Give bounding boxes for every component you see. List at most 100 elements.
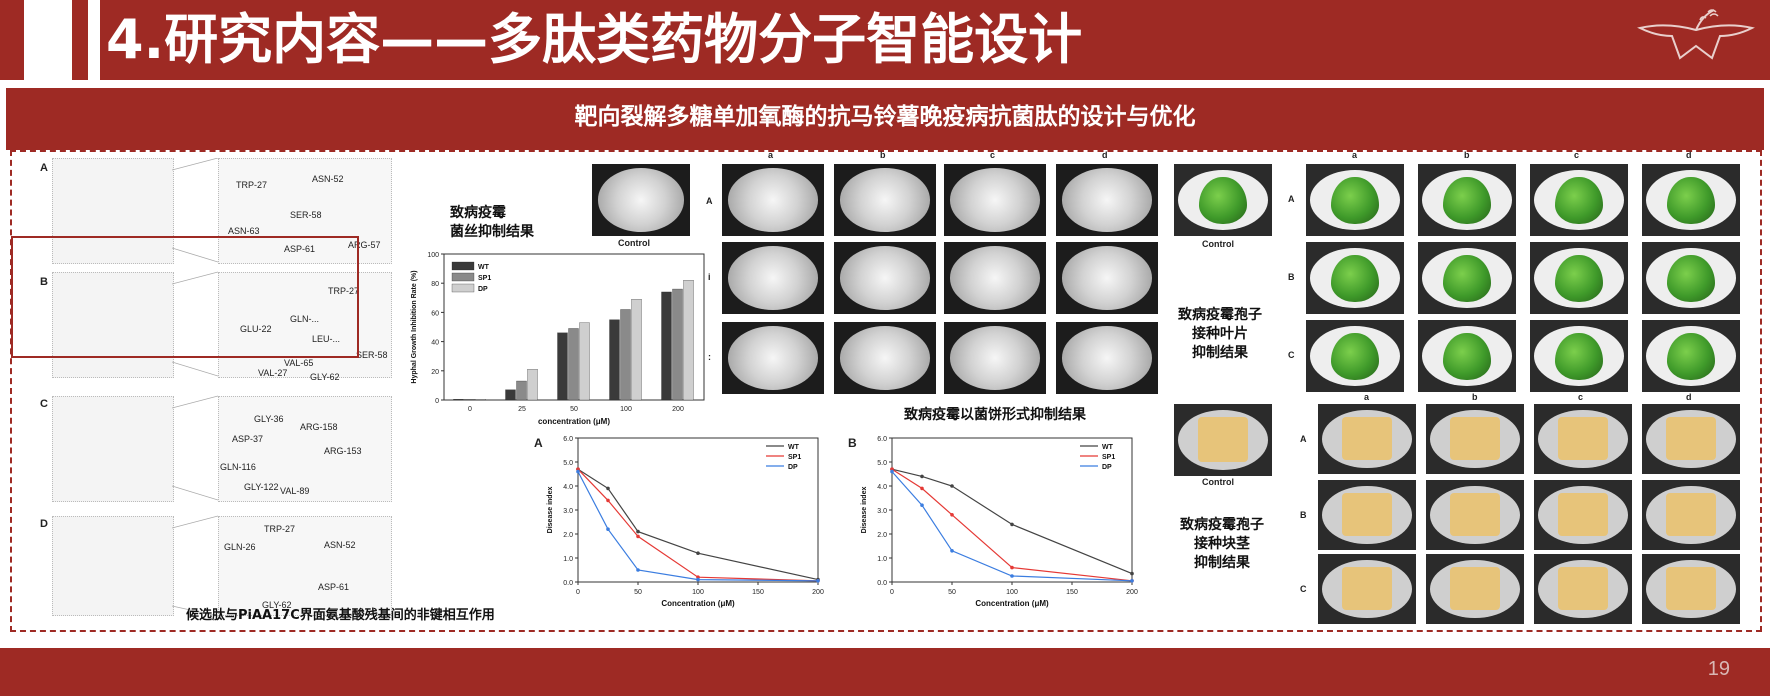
x-tick-label: 150 [752,589,764,596]
residue-label: VAL-65 [284,358,314,368]
x-tick-label: 50 [948,589,956,596]
bar [661,291,672,401]
page-title: 4.研究内容——多肽类药物分子智能设计 [106,8,1083,71]
series-line [577,468,819,582]
residue-label: VAL-89 [280,486,310,496]
dish-col-label-c: c [990,150,996,160]
dish-col-label-b: b [880,150,886,160]
residue-label: GLN-... [290,314,320,324]
y-tick-label: 0.0 [877,580,887,587]
leaf-image-c-d [1642,320,1740,392]
x-tick-label: 0 [576,589,580,596]
hyphae-title-line2: 菌丝抑制结果 [450,224,534,240]
data-point [1130,579,1134,583]
protein-structure-image-b [52,272,174,378]
y-axis-label: Hyphal Growth Inhibition Rate (%) [411,270,418,383]
y-tick-label: 5.0 [877,460,887,467]
x-tick-label: 200 [1126,589,1138,596]
x-tick-label: 100 [692,589,704,596]
x-tick-label: 100 [1006,589,1018,596]
dish-image-c-d [1056,322,1158,394]
y-tick-label: 0 [435,398,439,405]
tuber-caption-line1: 致病疫霉孢子 [1180,517,1264,533]
leaf-row-label-c: C [1288,350,1295,360]
tuber-image-c-b [1426,554,1524,624]
header-bar [0,0,1770,80]
interface-zoom-image-a [218,158,392,264]
leaf-image-c-c [1530,320,1628,392]
dish-image-a-c [944,164,1046,236]
disease-index-line-chart-b: 0.0 1.0 2.0 3.0 4.0 5.0 6.0 0 50 100 150 200 Concent… [861,436,1138,608]
tuber-row-label-b: B [1300,510,1307,520]
tuber-image-c-a [1318,554,1416,624]
footer-bar: 19 [0,648,1770,696]
control-dish-label: Control [618,238,650,248]
leaf-row-label-a: A [1288,194,1295,204]
tuber-row-label-c: C [1300,584,1307,594]
bar [516,380,527,401]
tuber-control-label: Control [1202,477,1234,487]
residue-label: ASP-61 [284,244,316,254]
bar [683,280,694,401]
leaf-control-label: Control [1202,239,1234,249]
hyphae-title-line1: 致病疫霉 [450,205,506,221]
residue-label: GLN-26 [224,542,256,552]
data-point [816,579,820,583]
line-chart-a-label: A [534,436,543,450]
residue-label: VAL-27 [258,368,288,378]
leaf-col-label-a: a [1352,150,1358,160]
y-tick-label: 6.0 [563,436,573,443]
y-tick-label: 4.0 [877,484,887,491]
bar [557,332,568,401]
data-point [1010,565,1014,570]
header-decor-stripe [72,0,88,80]
dish-image-c-b [834,322,936,394]
dish-col-label-a: a [768,150,774,160]
data-point [950,549,954,553]
y-axis-label: Disease index [861,487,868,534]
tuber-image-c-d [1642,554,1740,624]
dish-image-c-c [944,322,1046,394]
structure-caption: 候选肽与PiAA17C界面氨基酸残基间的非键相互作用 [186,608,495,623]
leaf-image-a-b [1418,164,1516,236]
y-axis-label: Disease index [547,487,554,534]
dish-image-b-c [944,242,1046,314]
x-axis-label: concentration (μM) [538,417,610,426]
protein-structure-image-c [52,396,174,502]
interface-zoom-image-c [218,396,392,502]
tuber-col-label-a: a [1364,392,1370,402]
tuber-image-a-d [1642,404,1740,474]
series-line [577,471,819,582]
leaf-caption-line3: 抑制结果 [1192,345,1248,361]
selected-structure-highlight [11,236,359,358]
y-tick-label: 40 [431,340,439,347]
dish-image-a-a [722,164,824,236]
bar [631,299,642,401]
residue-label: LEU-... [312,334,341,344]
tuber-image-b-b [1426,480,1524,550]
content-frame [10,150,1762,632]
tuber-image-c-c [1534,554,1632,624]
interface-zoom-image-b [218,272,392,378]
leaf-control-image [1174,164,1272,236]
structure-label-d: D [40,518,48,530]
bar [579,322,590,401]
y-tick-label: 2.0 [563,532,573,539]
legend-swatch [451,283,475,293]
tuber-image-a-c [1534,404,1632,474]
leaf-image-a-d [1642,164,1740,236]
y-tick-label: 1.0 [563,556,573,563]
dish-row-label-c: : [708,352,711,362]
structure-label-c: C [40,398,48,410]
tuber-caption-line3: 抑制结果 [1194,555,1250,571]
tuber-row-label-a: A [1300,434,1307,444]
residue-label: ASN-52 [324,540,356,550]
residue-label: ARG-153 [324,446,362,456]
leaf-col-label-c: c [1574,150,1580,160]
logo-icon [1637,9,1755,60]
leaf-col-label-d: d [1686,150,1692,160]
legend-label: DP [1102,464,1112,471]
bar [609,319,620,401]
residue-label: TRP-27 [236,180,268,190]
residue-label: ASP-37 [232,434,264,444]
